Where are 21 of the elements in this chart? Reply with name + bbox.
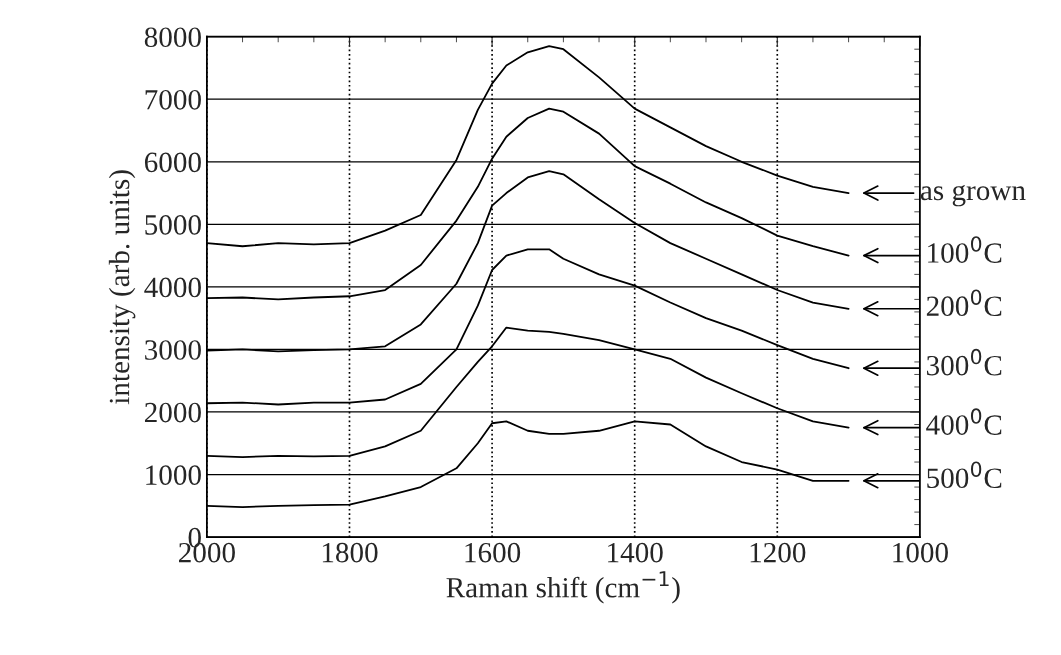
x-tick-label: 1400 [608, 542, 663, 563]
y-tick-label: 7000 [145, 89, 201, 110]
y-tick-label: 2000 [144, 402, 201, 423]
y-tick-label: 4000 [144, 277, 201, 298]
text: 400$^{0}$C [926, 408, 1002, 435]
y-tick-label: 1000 [146, 465, 201, 485]
text: 200$^{0}$C [926, 289, 1002, 317]
x-axis-title: Raman shift (cm$^{−1}$) [446, 571, 680, 604]
x-tick-label: 1800 [322, 542, 378, 563]
text: as grown [920, 185, 1026, 207]
text: 300$^{0}$C [926, 348, 1002, 376]
text: 100$^{0}$C [928, 236, 1002, 263]
y-tick-label: 8000 [144, 27, 201, 48]
y-tick-label: 6000 [144, 152, 201, 173]
y-axis-title: intensity (arb. units) [108, 170, 136, 405]
x-tick-label: 1200 [750, 542, 806, 563]
y-tick-label: 5000 [145, 215, 201, 235]
x-tick-label: 1600 [465, 542, 521, 563]
x-tick-label: 1000 [893, 542, 948, 563]
y-tick-label: 3000 [145, 340, 201, 360]
text: 500$^{0}$C [927, 461, 1002, 489]
